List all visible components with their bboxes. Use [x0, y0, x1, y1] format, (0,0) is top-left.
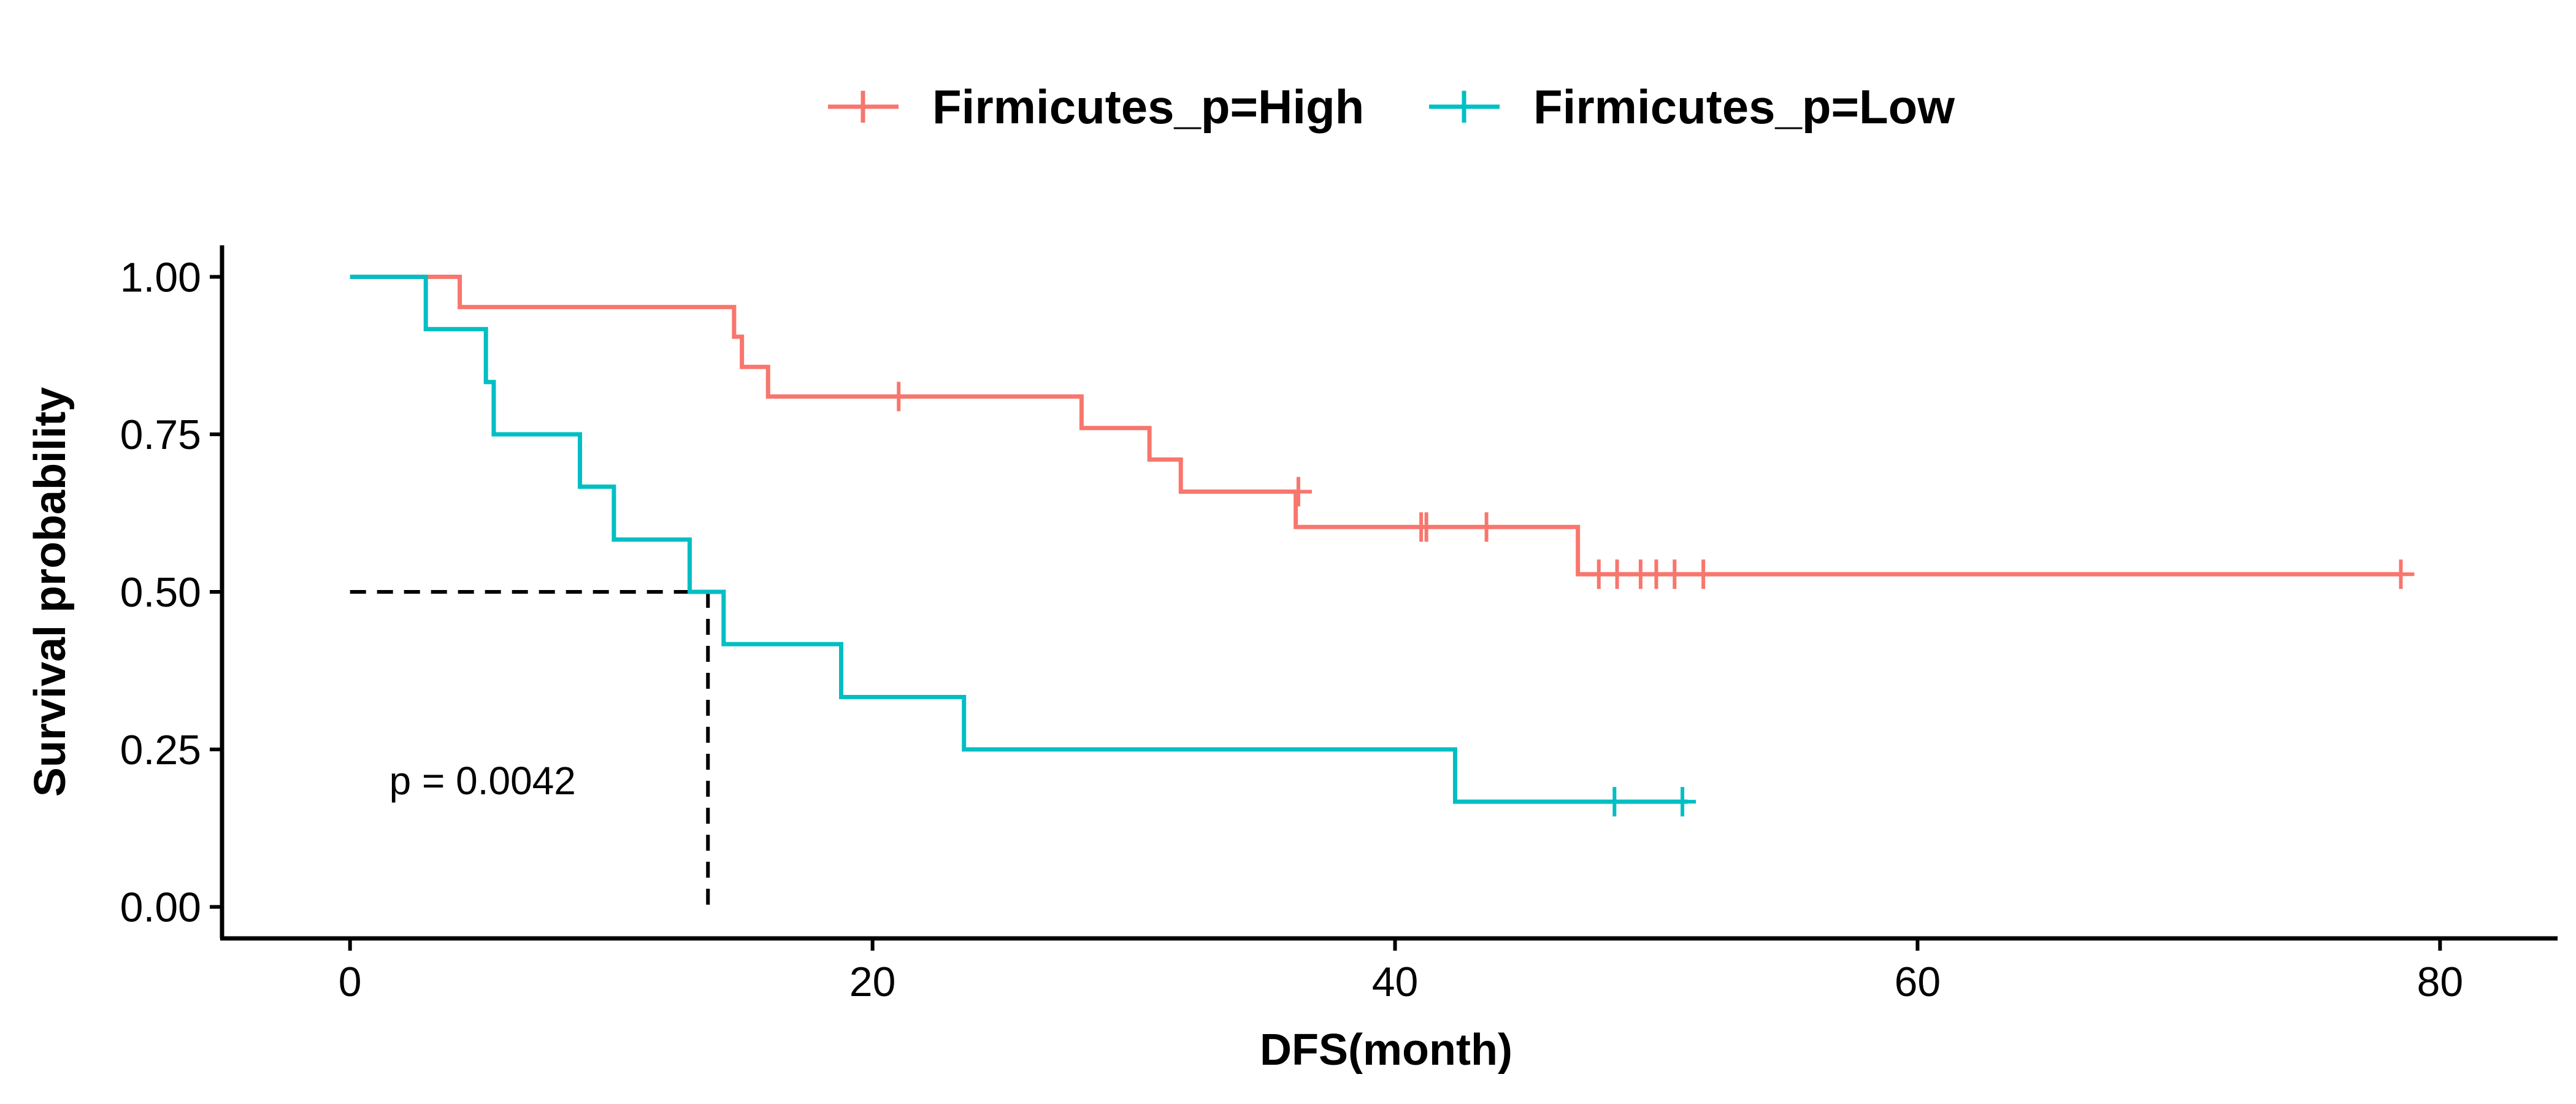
p-value-annotation: p = 0.0042	[389, 759, 576, 803]
x-tick-label: 80	[2417, 959, 2464, 1005]
censor-mark-high	[1473, 512, 1500, 542]
x-tick-label: 60	[1895, 959, 1941, 1005]
censor-mark-low	[1601, 787, 1628, 817]
legend-label: Firmicutes_p=High	[932, 80, 1364, 134]
x-tick-label: 0	[339, 959, 362, 1005]
plot-area: p = 0.0042	[350, 274, 2415, 907]
legend: Firmicutes_p=High Firmicutes_p=Low	[828, 80, 1955, 134]
censor-mark-high	[1690, 559, 1717, 589]
censor-mark-high	[2387, 559, 2415, 589]
censor-mark-low	[1669, 787, 1696, 817]
censor-mark-high	[1603, 559, 1631, 589]
x-axis-title: DFS(month)	[1260, 1025, 1512, 1075]
survival-curve-low	[350, 274, 1688, 804]
survival-curve-high	[350, 274, 2401, 577]
censor-mark-high	[885, 381, 913, 412]
legend-label: Firmicutes_p=Low	[1533, 80, 1955, 134]
y-tick-label: 0.50	[120, 569, 201, 616]
y-axis-title: Survival probability	[26, 387, 75, 797]
y-tick-label: 0.00	[120, 884, 201, 931]
axes: 0 20 40 60 80 0.00 0.25 0.50 0.75 1.00	[120, 245, 2558, 1005]
censor-mark-high	[1661, 559, 1689, 589]
x-tick-label: 20	[849, 959, 896, 1005]
legend-item-high: Firmicutes_p=High	[828, 80, 1364, 134]
x-tick-label: 40	[1372, 959, 1419, 1005]
legend-item-low: Firmicutes_p=Low	[1429, 80, 1955, 134]
y-tick-label: 1.00	[120, 254, 201, 301]
censor-mark-high	[1413, 512, 1440, 542]
y-tick-label: 0.75	[120, 412, 201, 458]
y-tick-label: 0.25	[120, 727, 201, 773]
censor-mark-high	[1284, 477, 1312, 507]
